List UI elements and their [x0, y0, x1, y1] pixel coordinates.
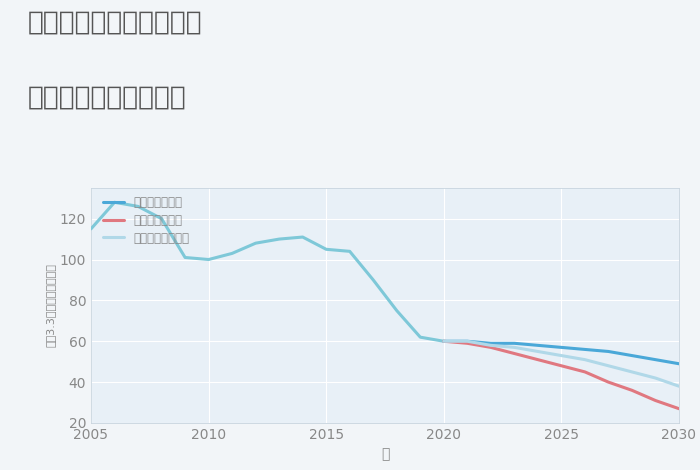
- バッドシナリオ: [675, 406, 683, 412]
- バッドシナリオ: [463, 340, 472, 346]
- グッドシナリオ: [486, 340, 495, 346]
- Legend: グッドシナリオ, バッドシナリオ, ノーマルシナリオ: グッドシナリオ, バッドシナリオ, ノーマルシナリオ: [103, 196, 190, 245]
- Text: 岐阜県本巣市根尾板所の: 岐阜県本巣市根尾板所の: [28, 9, 202, 35]
- ノーマルシナリオ: [675, 384, 683, 389]
- バッドシナリオ: [510, 351, 519, 356]
- バッドシナリオ: [486, 345, 495, 350]
- バッドシナリオ: [628, 387, 636, 393]
- X-axis label: 年: 年: [381, 447, 389, 462]
- バッドシナリオ: [533, 357, 542, 362]
- ノーマルシナリオ: [557, 353, 566, 359]
- グッドシナリオ: [604, 349, 612, 354]
- ノーマルシナリオ: [651, 375, 659, 381]
- ノーマルシナリオ: [533, 349, 542, 354]
- ノーマルシナリオ: [581, 357, 589, 362]
- グッドシナリオ: [440, 338, 448, 344]
- ノーマルシナリオ: [463, 338, 472, 344]
- グッドシナリオ: [533, 343, 542, 348]
- グッドシナリオ: [463, 338, 472, 344]
- バッドシナリオ: [581, 369, 589, 375]
- Text: 中古戸建ての価格推移: 中古戸建ての価格推移: [28, 85, 187, 110]
- グッドシナリオ: [557, 345, 566, 350]
- Line: ノーマルシナリオ: ノーマルシナリオ: [444, 341, 679, 386]
- ノーマルシナリオ: [628, 369, 636, 375]
- Line: グッドシナリオ: グッドシナリオ: [444, 341, 679, 364]
- グッドシナリオ: [675, 361, 683, 367]
- ノーマルシナリオ: [440, 338, 448, 344]
- Line: バッドシナリオ: バッドシナリオ: [444, 341, 679, 409]
- バッドシナリオ: [651, 398, 659, 403]
- ノーマルシナリオ: [510, 345, 519, 350]
- バッドシナリオ: [557, 363, 566, 368]
- ノーマルシナリオ: [604, 363, 612, 368]
- グッドシナリオ: [510, 340, 519, 346]
- Y-axis label: 坪（3.3㎡）単価（万円）: 坪（3.3㎡）単価（万円）: [46, 264, 55, 347]
- バッドシナリオ: [440, 338, 448, 344]
- グッドシナリオ: [628, 353, 636, 359]
- ノーマルシナリオ: [486, 343, 495, 348]
- バッドシナリオ: [604, 379, 612, 385]
- グッドシナリオ: [581, 346, 589, 352]
- グッドシナリオ: [651, 357, 659, 362]
